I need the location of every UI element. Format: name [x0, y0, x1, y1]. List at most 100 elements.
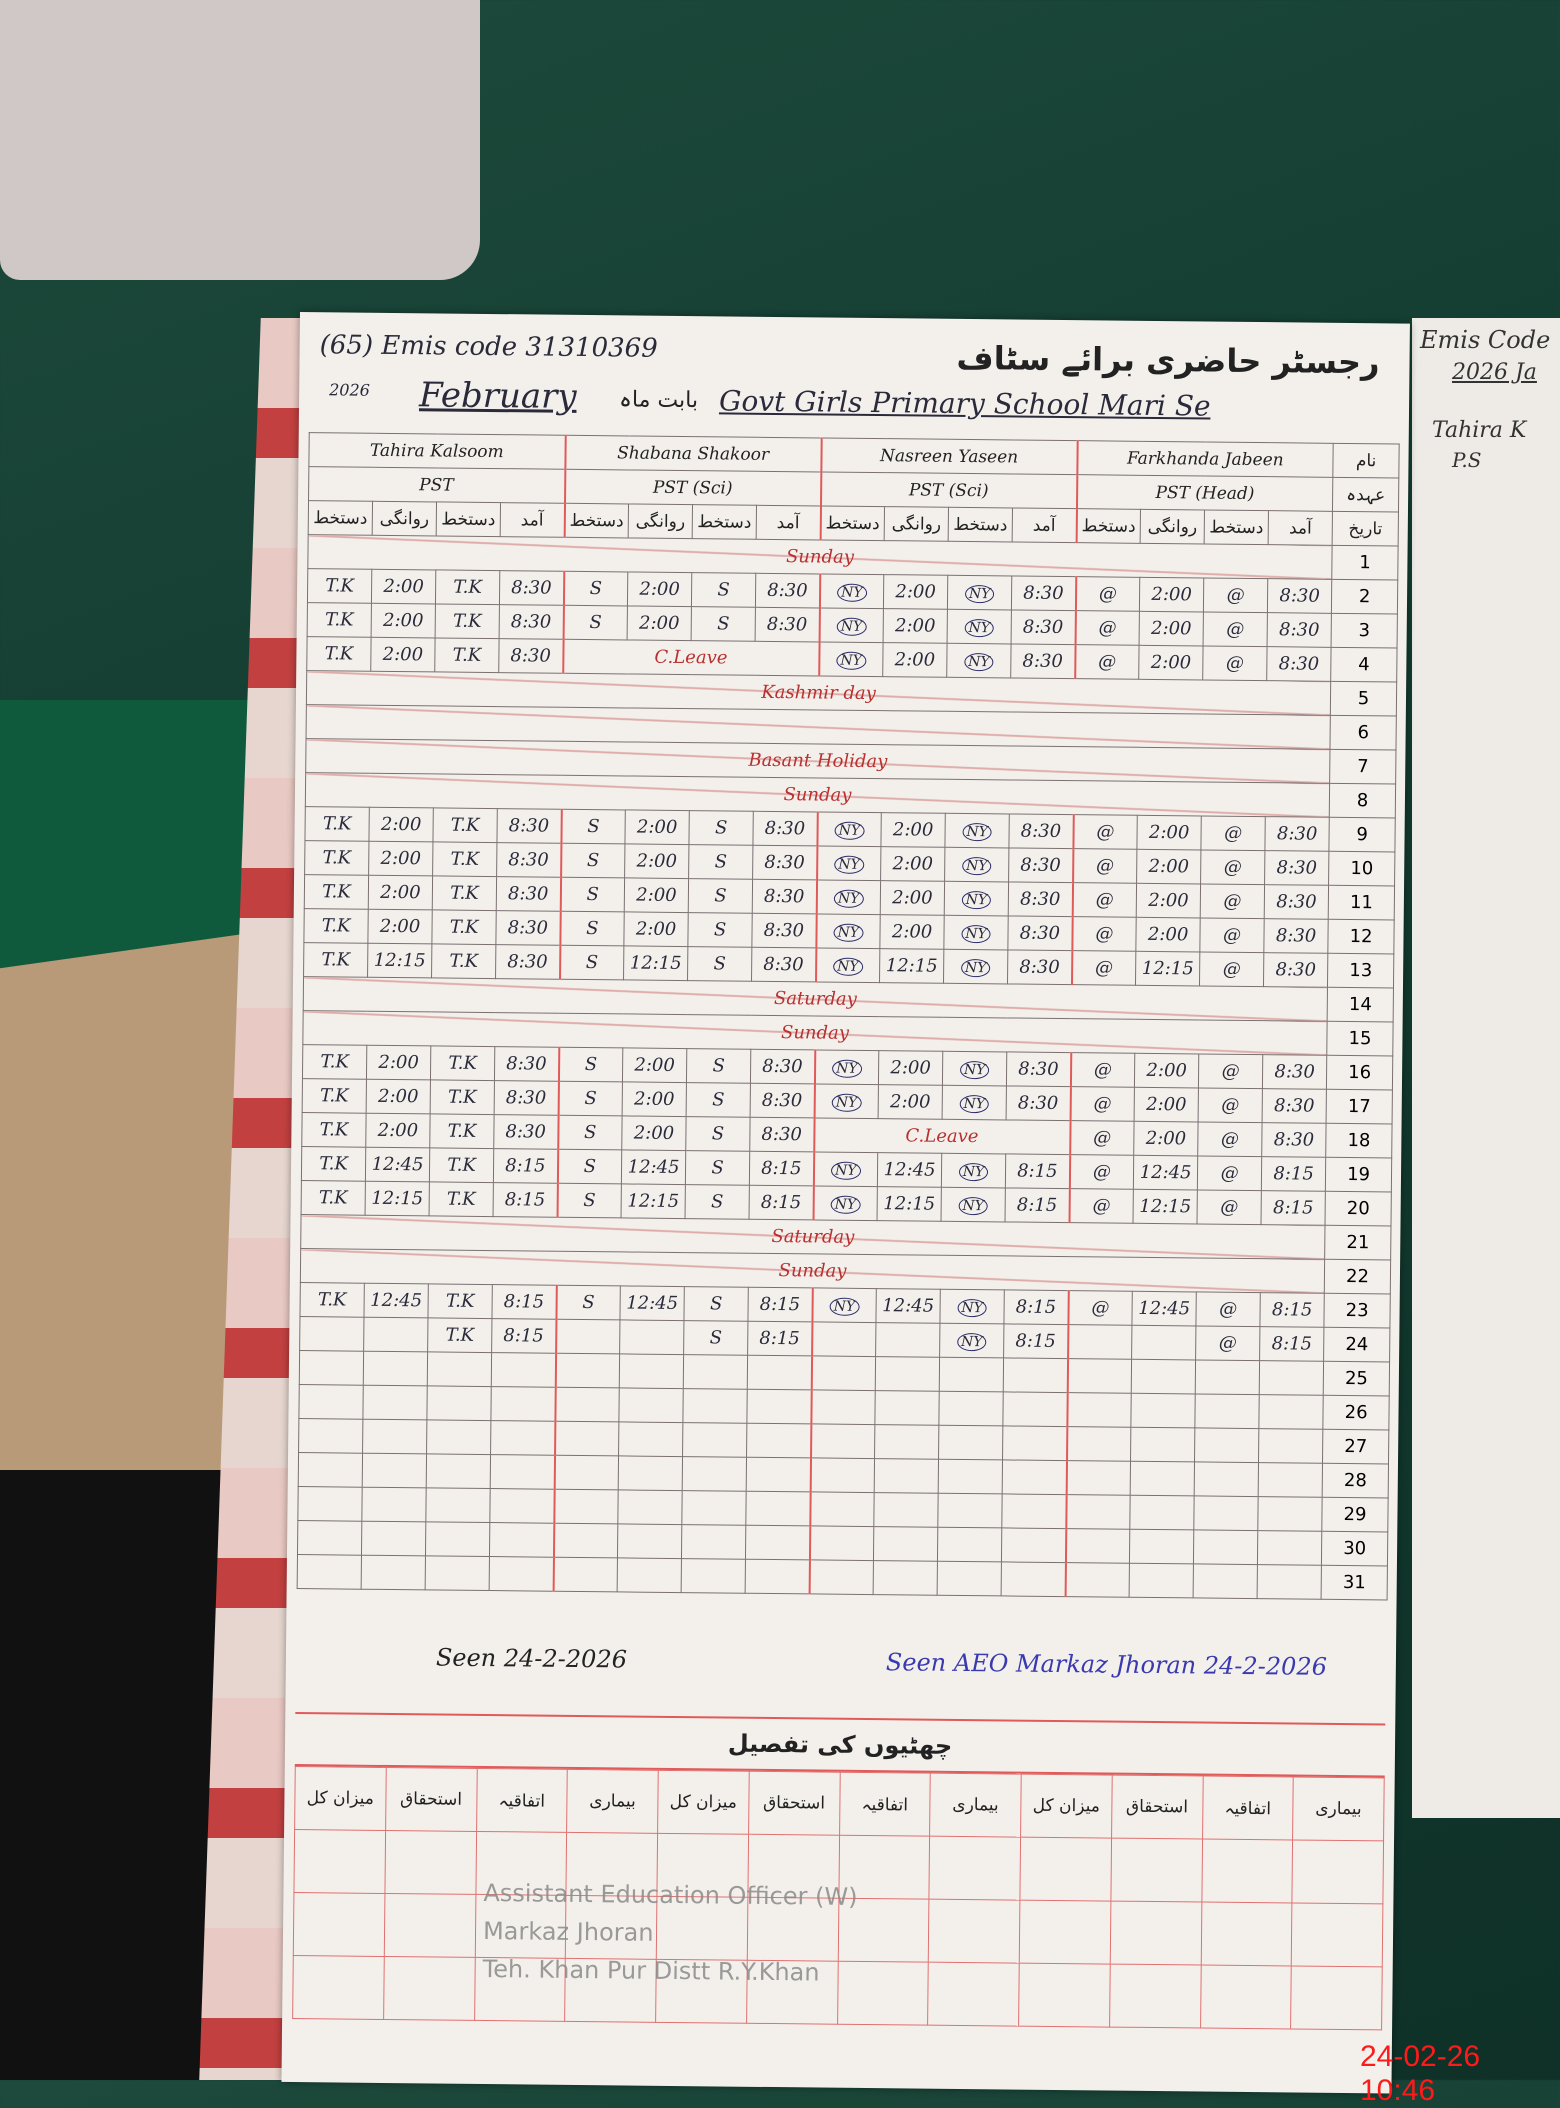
signature-mark: @	[1069, 1154, 1134, 1190]
signature-mark: S	[713, 953, 727, 975]
signature-mark: @	[1093, 1127, 1112, 1149]
signature-mark	[299, 1350, 364, 1386]
signature-mark	[554, 1421, 619, 1456]
signature-mark: S	[583, 1122, 597, 1144]
arrival-time: 8:30	[1011, 609, 1076, 645]
signature-mark: NY	[944, 813, 1010, 848]
signature-mark: T.K	[429, 1147, 494, 1183]
signature-mark	[1193, 1563, 1258, 1599]
arrival-time: 8:15	[1003, 1323, 1069, 1359]
signature-mark: NY	[816, 879, 881, 915]
signature-mark: S	[688, 810, 754, 846]
signature-mark	[426, 1385, 492, 1421]
signature-mark: @	[1068, 1290, 1133, 1326]
signature-mark	[298, 1384, 364, 1420]
page-number: 65	[329, 330, 364, 361]
pillow-background	[0, 0, 480, 280]
arrival-time: 8:30	[1007, 915, 1073, 951]
year: 2026	[329, 380, 371, 400]
date-cell: 21	[1324, 1225, 1392, 1260]
signature-mark: T.K	[321, 915, 351, 937]
signature-mark	[810, 1457, 875, 1493]
signature-mark: NY	[960, 958, 991, 978]
departure-time	[362, 1385, 428, 1420]
signature-mark: S	[585, 952, 599, 974]
departure-time	[1131, 1325, 1197, 1360]
right-page-designation: P.S	[1452, 448, 1482, 472]
signature-mark	[1194, 1461, 1259, 1497]
arrival-time: 8:15	[749, 1151, 814, 1186]
departure-time: 12:15	[623, 945, 688, 981]
leave-cell	[1290, 1965, 1383, 2030]
arrival-time	[1257, 1564, 1322, 1600]
departure-time: 2:00	[623, 911, 689, 947]
arrival-time: 8:30	[751, 913, 817, 948]
signature-mark: S	[558, 1081, 623, 1116]
signature-mark: T.K	[430, 1045, 495, 1081]
departure-time: 2:00	[366, 1045, 431, 1080]
teacher-name: Shabana Shakoor	[564, 435, 822, 472]
leave-cell	[384, 1893, 476, 1958]
signature-mark: @	[1198, 1053, 1263, 1089]
signature-mark: NY	[942, 1051, 1007, 1086]
departure-time: 2:00	[365, 1113, 431, 1148]
signature-mark	[1066, 1392, 1132, 1428]
arrival-time	[746, 1389, 812, 1424]
date-cell: 4	[1330, 647, 1398, 683]
signature-mark: T.K	[299, 1282, 365, 1318]
arrival-time: 8:30	[498, 638, 564, 674]
signature-mark: NY	[819, 607, 884, 643]
signature-mark: NY	[833, 889, 864, 908]
departure-time: 12:15	[621, 1183, 686, 1219]
date-cell: 30	[1321, 1531, 1388, 1566]
arrival-time: 8:30	[752, 811, 818, 846]
arrival-time	[1257, 1496, 1323, 1532]
signature-mark: T.K	[301, 1112, 367, 1148]
attendance-table: Tahira Kalsoom Shabana Shakoor Nasreen Yas…	[297, 432, 1400, 1600]
signature-mark: @	[1200, 883, 1265, 919]
signature-mark: S	[688, 844, 753, 880]
signature-mark: NY	[834, 855, 864, 874]
signature-mark: @	[1072, 848, 1138, 884]
signature-mark: NY	[831, 1093, 862, 1112]
column-header-signature: دستخط	[308, 500, 373, 536]
date-cell: 3	[1331, 613, 1398, 649]
signature-mark: NY	[958, 1196, 989, 1216]
date-cell: 8	[1329, 783, 1396, 818]
leave-cell	[928, 1899, 1020, 1964]
leave-cell	[927, 1962, 1020, 2027]
departure-time: 2:00	[879, 914, 945, 950]
arrival-time: 8:30	[1007, 949, 1072, 985]
signature-mark: S	[713, 919, 727, 941]
departure-time	[363, 1317, 428, 1352]
signature-mark: NY	[941, 1187, 1006, 1222]
leave-note: C.Leave	[813, 1117, 1071, 1155]
signature-mark: @	[1223, 856, 1242, 878]
signature-mark	[937, 1493, 1003, 1528]
signature-mark: NY	[815, 947, 880, 983]
stamp-line: Assistant Education Officer (W)	[483, 1879, 858, 1911]
signature-left: Seen 24-2-2026	[435, 1643, 628, 1674]
signature-mark: T.K	[453, 576, 483, 598]
date-cell: 13	[1327, 953, 1394, 988]
signature-mark: S	[714, 817, 728, 839]
signature-mark: T.K	[432, 807, 498, 843]
date-cell: 9	[1329, 817, 1396, 852]
signature-mark: @	[1226, 618, 1245, 640]
signature-mark: S	[717, 613, 730, 635]
teacher-name: Farkhanda Jabeen	[1076, 440, 1334, 478]
signature-mark: T.K	[452, 610, 482, 632]
signature-mark: T.K	[324, 643, 354, 665]
signature-mark: T.K	[302, 1044, 367, 1080]
departure-time: 12:15	[877, 1186, 942, 1222]
signature-mark: NY	[829, 1297, 860, 1316]
signature-mark: NY	[833, 923, 864, 942]
departure-time: 2:00	[883, 574, 948, 610]
signature-mark: NY	[815, 913, 881, 949]
signature-mark: S	[583, 1156, 597, 1178]
right-page-emis: Emis Code	[1420, 326, 1551, 354]
leave-cell	[1200, 1902, 1293, 1966]
column-header-arrival: آمد	[1012, 507, 1077, 543]
signature-mark	[1195, 1359, 1260, 1395]
signature-mark: @	[1220, 1196, 1239, 1218]
